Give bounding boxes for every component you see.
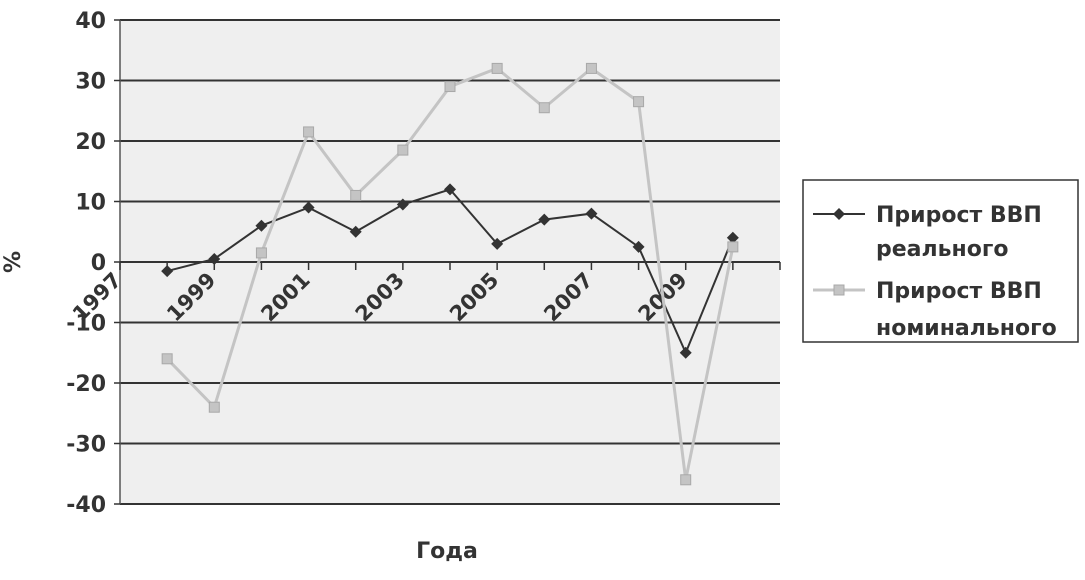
y-tick-label: 30 (75, 70, 106, 95)
legend-marker (833, 208, 845, 220)
series-nominal-point (633, 96, 645, 108)
x-axis-title: Года (416, 539, 478, 564)
series-nominal-point (680, 474, 692, 486)
legend-label: Прирост ВВП (876, 279, 1042, 304)
series-real-point (255, 219, 268, 232)
series-real-point (302, 201, 315, 214)
series-nominal-point (585, 62, 597, 74)
series-nominal-point (303, 126, 315, 138)
series-nominal-point (350, 189, 362, 201)
y-axis-title: % (1, 251, 26, 273)
series-nominal-point (727, 241, 739, 253)
y-axis-ticks: 40 30 20 10 0 -10 -20 -30 -40 (66, 9, 120, 518)
legend-label: Прирост ВВП (876, 203, 1042, 228)
series-real-point (161, 265, 174, 278)
legend-box (802, 179, 1079, 343)
y-tick-label: -10 (66, 312, 106, 337)
series-real-point (491, 237, 504, 250)
legend-label: реального (876, 237, 1008, 262)
series-nominal-point (208, 401, 220, 413)
series-nominal-point (255, 247, 267, 259)
y-tick-label: 20 (75, 130, 106, 155)
series-real-point (679, 346, 692, 359)
y-tick-label: -40 (66, 493, 106, 518)
series-real-point (396, 198, 409, 211)
series-nominal-point (491, 62, 503, 74)
series-nominal-point (538, 102, 550, 114)
series-real-point (444, 183, 456, 196)
y-tick-label: -30 (66, 433, 106, 458)
y-tick-label: 10 (75, 191, 106, 216)
series-real-point (585, 207, 598, 220)
legend: Прирост ВВП реального Прирост ВВП номинальн… (802, 179, 1079, 343)
legend-label: номинального (876, 316, 1057, 341)
series-real-point (349, 225, 362, 238)
series-layer (161, 62, 739, 486)
series-real-point (632, 240, 645, 253)
legend-marker (833, 284, 845, 296)
series-real-point (538, 213, 551, 226)
series-nominal-point (161, 353, 173, 365)
series-nominal-point (397, 144, 409, 156)
series-nominal-point (444, 81, 456, 93)
y-tick-label: -20 (66, 372, 106, 397)
y-tick-label: 40 (75, 9, 106, 34)
series-real-point (208, 252, 221, 265)
series-real-point (726, 231, 739, 244)
y-tick-label: 0 (91, 251, 106, 276)
